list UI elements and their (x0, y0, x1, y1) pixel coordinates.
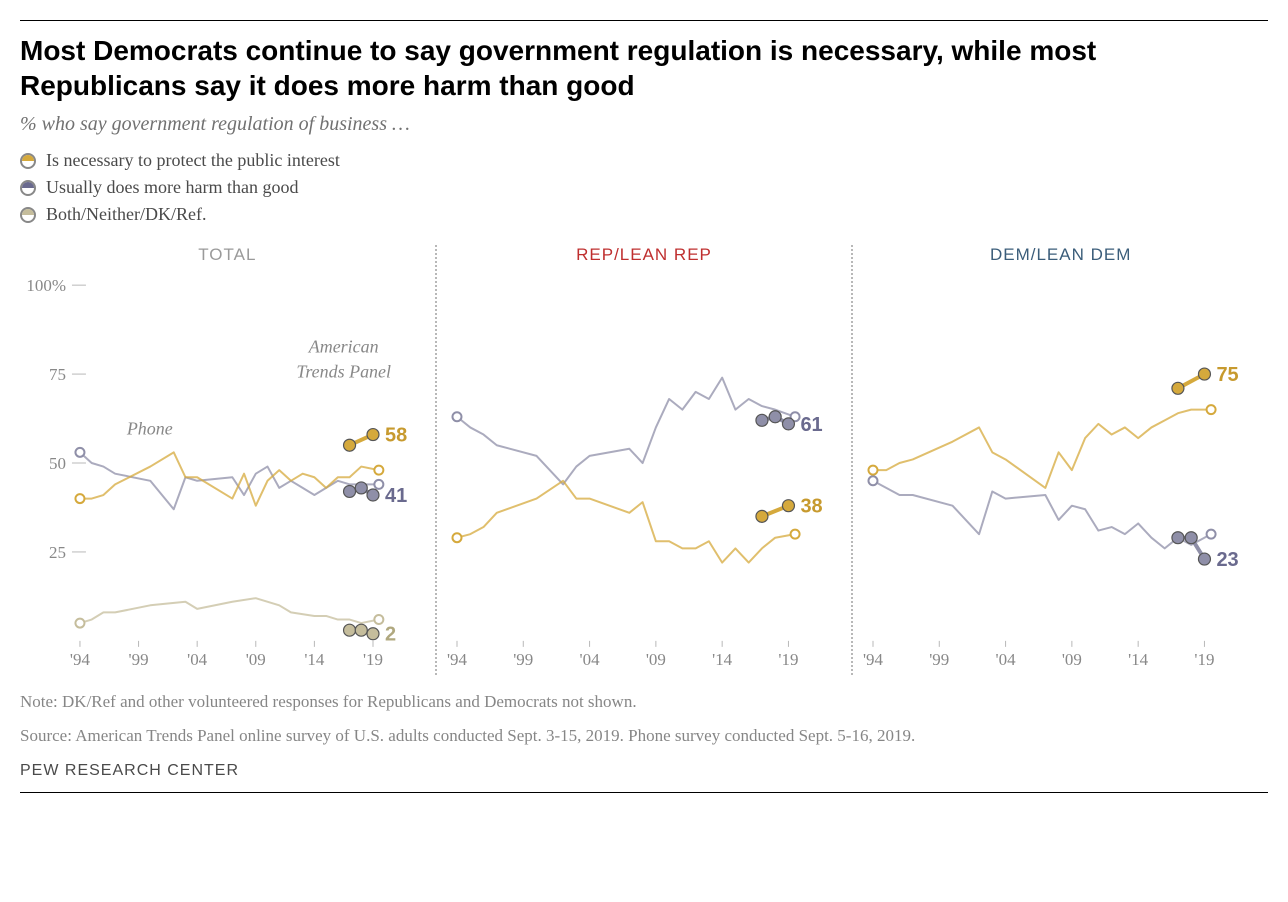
svg-text:'04: '04 (579, 650, 600, 669)
legend-label: Usually does more harm than good (46, 177, 298, 198)
legend-marker-icon (20, 207, 36, 223)
legend-marker-icon (20, 153, 36, 169)
svg-text:'94: '94 (447, 650, 468, 669)
svg-text:50: 50 (49, 454, 66, 473)
svg-text:'09: '09 (646, 650, 666, 669)
svg-text:58: 58 (385, 425, 407, 447)
svg-text:'04: '04 (996, 650, 1017, 669)
panel-title: DEM/LEAN DEM (853, 245, 1268, 265)
svg-text:75: 75 (1217, 364, 1239, 386)
chart-dem: '94 '99 '04 '09 '14 '19 75 23 (853, 275, 1268, 675)
svg-text:'19: '19 (778, 650, 798, 669)
svg-text:61: 61 (800, 414, 822, 436)
svg-text:'99: '99 (513, 650, 533, 669)
svg-text:'09: '09 (1062, 650, 1082, 669)
panel-title: REP/LEAN REP (437, 245, 852, 265)
legend-item-both: Both/Neither/DK/Ref. (20, 204, 1268, 225)
svg-text:'14: '14 (712, 650, 733, 669)
bottom-rule (20, 792, 1268, 793)
svg-text:41: 41 (385, 485, 407, 507)
svg-text:38: 38 (800, 496, 822, 518)
svg-text:23: 23 (1217, 549, 1239, 571)
legend-label: Is necessary to protect the public inter… (46, 150, 340, 171)
svg-text:American: American (308, 337, 379, 357)
svg-text:Phone: Phone (126, 419, 173, 439)
svg-text:25: 25 (49, 543, 66, 562)
svg-text:'19: '19 (1195, 650, 1215, 669)
chart-total: 25 50 75 100% '94 '99 '04 '09 '14 '19 Phone America… (20, 275, 435, 675)
svg-text:'94: '94 (70, 650, 91, 669)
svg-text:'04: '04 (187, 650, 208, 669)
note-line-2: Source: American Trends Panel online sur… (20, 723, 1268, 749)
legend: Is necessary to protect the public inter… (20, 150, 1268, 225)
source-center: PEW RESEARCH CENTER (20, 762, 1268, 780)
note-line-1: Note: DK/Ref and other volunteered respo… (20, 689, 1268, 715)
svg-text:'99: '99 (930, 650, 950, 669)
legend-item-necessary: Is necessary to protect the public inter… (20, 150, 1268, 171)
panel-total: TOTAL 25 50 75 100% '94 '99 '04 '09 '14 '19 Phone A… (20, 245, 435, 675)
chart-rep: '94 '99 '04 '09 '14 '19 38 61 (437, 275, 852, 675)
chart-container: Most Democrats continue to say governmen… (20, 20, 1268, 793)
legend-label: Both/Neither/DK/Ref. (46, 204, 206, 225)
svg-text:'94: '94 (863, 650, 884, 669)
svg-text:'19: '19 (363, 650, 383, 669)
svg-text:'99: '99 (129, 650, 149, 669)
panels-row: TOTAL 25 50 75 100% '94 '99 '04 '09 '14 '19 Phone A… (20, 245, 1268, 675)
panel-rep: REP/LEAN REP '94 '99 '04 '09 '14 '19 38 61 (435, 245, 852, 675)
legend-marker-icon (20, 180, 36, 196)
svg-text:Trends Panel: Trends Panel (296, 362, 391, 382)
svg-text:'09: '09 (246, 650, 266, 669)
svg-text:2: 2 (385, 624, 396, 646)
legend-item-harm: Usually does more harm than good (20, 177, 1268, 198)
panel-dem: DEM/LEAN DEM '94 '99 '04 '09 '14 '19 75 23 (851, 245, 1268, 675)
svg-text:100%: 100% (26, 276, 66, 295)
chart-title: Most Democrats continue to say governmen… (20, 33, 1268, 103)
chart-subtitle: % who say government regulation of busin… (20, 113, 1268, 136)
panel-title: TOTAL (20, 245, 435, 265)
svg-text:'14: '14 (1128, 650, 1149, 669)
svg-text:75: 75 (49, 365, 66, 384)
svg-text:'14: '14 (304, 650, 325, 669)
